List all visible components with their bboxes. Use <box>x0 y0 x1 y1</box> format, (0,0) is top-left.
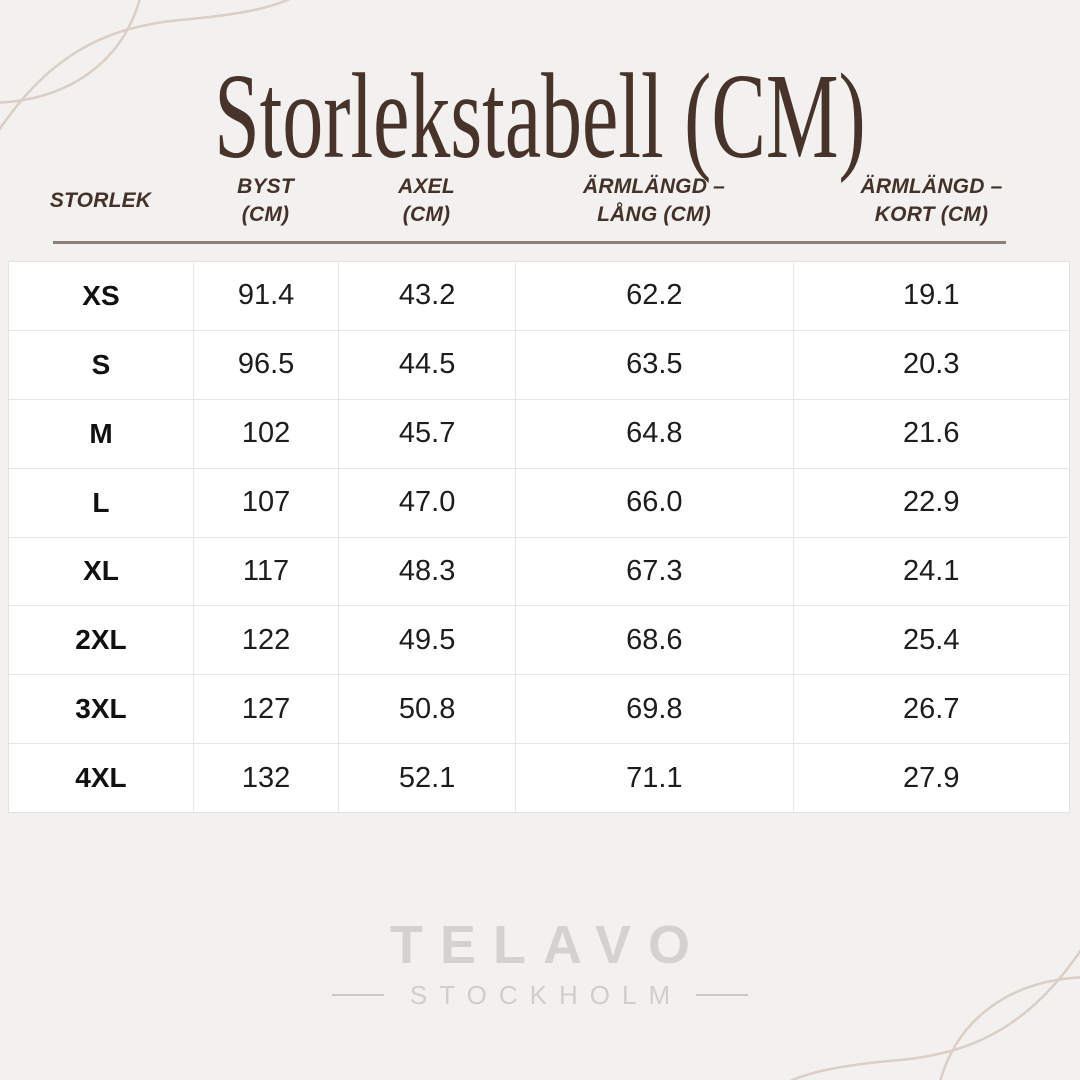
column-header-label: LÅNG (CM) <box>597 203 711 226</box>
value-cell: 96.5 <box>193 330 339 399</box>
size-cell: S <box>9 330 193 399</box>
value-cell: 49.5 <box>339 606 516 675</box>
value-cell: 45.7 <box>339 399 516 468</box>
brand-name: TELAVO <box>390 915 707 975</box>
column-header-label: STORLEK <box>49 188 152 212</box>
value-cell: 47.0 <box>339 468 516 537</box>
value-cell: 48.3 <box>339 537 516 606</box>
value-cell: 69.8 <box>516 675 793 744</box>
column-header-label: ÄRMLÄNGD – <box>583 174 725 198</box>
size-cell: 3XL <box>9 675 193 744</box>
size-cell: L <box>9 468 193 537</box>
column-header-armlangd-kort: ÄRMLÄNGD – KORT (CM) <box>793 168 1070 234</box>
size-table: XS 91.4 43.2 62.2 19.1 S 96.5 44.5 63.5 … <box>8 261 1070 813</box>
value-cell: 22.9 <box>793 468 1069 537</box>
value-cell: 50.8 <box>339 675 516 744</box>
page-title: Storlekstabell (CM) <box>214 49 866 184</box>
size-cell: M <box>9 399 193 468</box>
value-cell: 19.1 <box>793 262 1069 330</box>
header-divider <box>53 241 1006 244</box>
brand-watermark: TELAVO STOCKHOLM <box>0 918 1080 1008</box>
column-header-label: (CM) <box>241 203 290 226</box>
value-cell: 43.2 <box>339 262 516 330</box>
value-cell: 44.5 <box>339 330 516 399</box>
value-cell: 127 <box>193 675 339 744</box>
value-cell: 67.3 <box>516 537 793 606</box>
column-header-label: BYST <box>237 174 294 198</box>
value-cell: 122 <box>193 606 339 675</box>
column-header-axel: AXEL (CM) <box>338 168 515 234</box>
value-cell: 107 <box>193 468 339 537</box>
size-cell: 2XL <box>9 606 193 675</box>
column-header-label: ÄRMLÄNGD – <box>860 174 1003 198</box>
value-cell: 64.8 <box>516 399 793 468</box>
column-header-label: AXEL <box>398 174 455 198</box>
value-cell: 52.1 <box>339 744 516 812</box>
size-cell: XL <box>9 537 193 606</box>
brand-rule-right <box>696 994 749 996</box>
brand-city-row: STOCKHOLM <box>0 982 1080 1008</box>
value-cell: 91.4 <box>193 262 339 330</box>
value-cell: 132 <box>193 744 339 812</box>
value-cell: 102 <box>193 399 339 468</box>
value-cell: 63.5 <box>516 330 793 399</box>
value-cell: 25.4 <box>793 606 1069 675</box>
brand-rule-left <box>331 994 384 996</box>
value-cell: 62.2 <box>516 262 793 330</box>
value-cell: 68.6 <box>516 606 793 675</box>
brand-city: STOCKHOLM <box>409 980 683 1010</box>
value-cell: 21.6 <box>793 399 1069 468</box>
value-cell: 66.0 <box>516 468 793 537</box>
value-cell: 26.7 <box>793 675 1069 744</box>
column-header-storlek: STORLEK <box>8 168 193 234</box>
size-cell: XS <box>9 262 193 330</box>
column-header-label: (CM) <box>402 203 451 226</box>
table-header-row: STORLEK BYST (CM) AXEL (CM) ÄRMLÄNGD – L… <box>8 168 1070 234</box>
value-cell: 24.1 <box>793 537 1069 606</box>
value-cell: 27.9 <box>793 744 1069 812</box>
column-header-byst: BYST (CM) <box>193 168 338 234</box>
value-cell: 71.1 <box>516 744 793 812</box>
value-cell: 20.3 <box>793 330 1069 399</box>
column-header-armlangd-lang: ÄRMLÄNGD – LÅNG (CM) <box>515 168 793 234</box>
column-header-label: KORT (CM) <box>874 203 989 226</box>
size-cell: 4XL <box>9 744 193 812</box>
value-cell: 117 <box>193 537 339 606</box>
